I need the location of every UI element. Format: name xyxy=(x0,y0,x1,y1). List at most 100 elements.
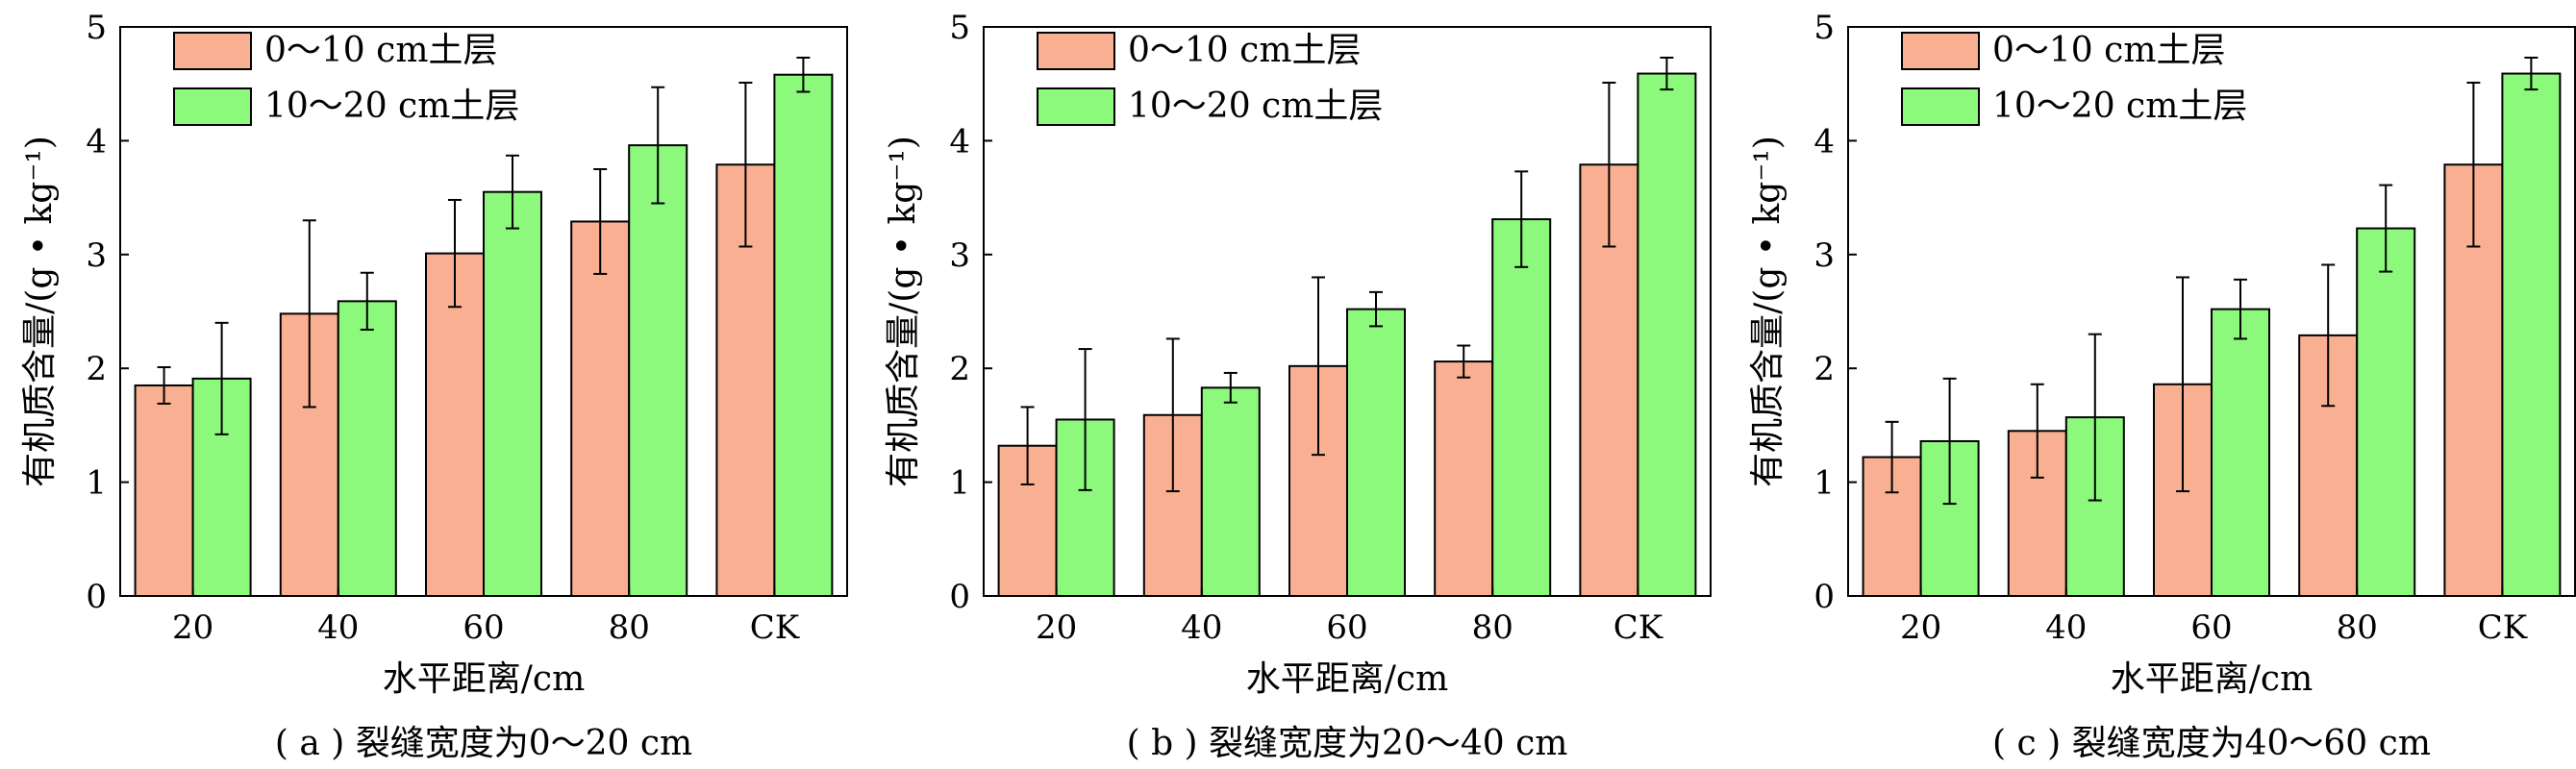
legend-swatch-series1 xyxy=(1037,32,1115,70)
bar-series2-CK xyxy=(2501,72,2562,597)
legend: 0～10 cm土层 10～20 cm土层 xyxy=(173,31,519,126)
y-axis-label: 有机质含量/(g • kg⁻¹) xyxy=(20,136,60,487)
legend-label-series2: 10～20 cm土层 xyxy=(1992,87,2247,126)
error-bar-series2-20 xyxy=(1942,377,1957,506)
x-tick-label: 40 xyxy=(1181,608,1222,647)
error-bar-series1-20 xyxy=(1020,406,1035,485)
legend-label-series2: 10～20 cm土层 xyxy=(1128,87,1383,126)
legend-label-series1: 0～10 cm土层 xyxy=(1992,31,2225,70)
bar-series1-20 xyxy=(134,384,194,597)
error-bar-series2-40 xyxy=(1223,371,1238,404)
error-bar-series1-60 xyxy=(1312,276,1325,457)
x-tick-label: CK xyxy=(2478,608,2528,647)
bar-series2-60 xyxy=(2211,308,2270,597)
bar-series2-80 xyxy=(2356,227,2416,597)
x-tick-label: 40 xyxy=(2045,608,2087,647)
bar-series2-80 xyxy=(1491,218,1552,597)
bar-series1-80 xyxy=(1434,360,1494,598)
legend-swatch-series1 xyxy=(1901,32,1980,70)
x-tick-label: 40 xyxy=(317,608,359,647)
y-tick-label: 3 xyxy=(949,236,970,275)
legend: 0～10 cm土层 10～20 cm土层 xyxy=(1901,31,2247,126)
y-tick-label: 2 xyxy=(86,350,107,388)
y-tick-label: 0 xyxy=(949,578,970,616)
error-bar-series1-20 xyxy=(1885,420,1899,494)
y-tick-label: 2 xyxy=(1813,350,1835,388)
error-bar-series2-CK xyxy=(2524,56,2538,91)
bar-series2-CK xyxy=(773,73,834,597)
bar-series2-80 xyxy=(628,144,688,598)
bar-series2-60 xyxy=(483,190,542,597)
chart-panel-a: 0 1 2 3 4 5 20 40 60 80 CK 水平距离/cm 有机质含量/(g • kg⁻¹) (… xyxy=(20,9,848,763)
error-bar-series2-60 xyxy=(506,154,519,230)
legend-swatch-series1 xyxy=(173,32,252,70)
error-bar-series2-80 xyxy=(2379,184,2393,273)
error-bar-series2-60 xyxy=(2234,278,2247,340)
bar-series2-CK xyxy=(1637,72,1697,597)
error-bar-series1-40 xyxy=(2030,383,2044,479)
error-bar-series2-CK xyxy=(1660,56,1674,91)
y-axis-label: 有机质含量/(g • kg⁻¹) xyxy=(884,136,923,487)
panel-caption: ( c ) 裂缝宽度为40～60 cm xyxy=(1992,724,2431,763)
error-bar-series1-40 xyxy=(302,219,316,409)
y-tick-label: 5 xyxy=(86,9,107,47)
error-bar-series1-60 xyxy=(2176,276,2189,493)
panel-caption: ( a ) 裂缝宽度为0～20 cm xyxy=(275,724,692,763)
error-bar-series1-80 xyxy=(593,168,608,275)
error-bar-series1-40 xyxy=(1165,337,1180,493)
legend-swatch-series2 xyxy=(173,87,252,126)
error-bar-series2-80 xyxy=(1514,170,1529,268)
legend: 0～10 cm土层 10～20 cm土层 xyxy=(1037,31,1383,126)
y-tick-label: 4 xyxy=(949,122,970,161)
legend-label-series1: 0～10 cm土层 xyxy=(264,31,497,70)
y-tick-label: 3 xyxy=(86,236,107,275)
y-tick-label: 2 xyxy=(949,350,970,388)
bar-series2-40 xyxy=(337,300,397,597)
chart-panel-b: 0 1 2 3 4 5 20 40 60 80 CK 水平距离/cm 有机质含量/(g • kg⁻¹) (… xyxy=(884,9,1712,763)
bar-series1-80 xyxy=(570,220,631,598)
error-bar-series2-60 xyxy=(1369,290,1383,328)
error-bar-series1-CK xyxy=(2466,82,2481,248)
y-tick-label: 1 xyxy=(949,464,970,503)
y-tick-label: 4 xyxy=(1813,122,1835,161)
x-axis-label: 水平距离/cm xyxy=(383,659,585,699)
error-bar-series2-80 xyxy=(651,86,665,205)
error-bar-series1-CK xyxy=(1602,82,1616,248)
error-bar-series1-CK xyxy=(738,82,753,248)
error-bar-series2-40 xyxy=(360,271,374,331)
x-tick-label: 20 xyxy=(1036,608,1077,647)
y-tick-label: 3 xyxy=(1813,236,1835,275)
y-tick-label: 4 xyxy=(86,122,107,161)
error-bar-series2-20 xyxy=(214,321,229,435)
y-tick-label: 1 xyxy=(1813,464,1835,503)
y-tick-label: 0 xyxy=(86,578,107,616)
x-tick-label: 80 xyxy=(609,608,650,647)
error-bar-series2-20 xyxy=(1078,348,1092,491)
x-tick-label: 20 xyxy=(1900,608,1941,647)
error-bar-series1-60 xyxy=(448,198,462,309)
y-tick-label: 0 xyxy=(1813,578,1835,616)
error-bar-series1-80 xyxy=(1457,344,1471,379)
error-bar-series2-40 xyxy=(2088,333,2102,502)
y-tick-label: 1 xyxy=(86,464,107,503)
bar-series2-40 xyxy=(1200,386,1261,597)
bar-series2-60 xyxy=(1346,308,1406,597)
x-axis-label: 水平距离/cm xyxy=(1246,659,1448,699)
x-axis-label: 水平距离/cm xyxy=(2111,659,2313,699)
chart-panel-c: 0 1 2 3 4 5 20 40 60 80 CK 水平距离/cm 有机质含量/(g • kg⁻¹) (… xyxy=(1748,9,2576,763)
x-tick-label: 60 xyxy=(1326,608,1367,647)
x-tick-label: 60 xyxy=(2190,608,2232,647)
error-bar-series2-CK xyxy=(796,56,811,93)
error-bar-series1-80 xyxy=(2321,263,2336,408)
x-tick-label: CK xyxy=(750,608,800,647)
x-tick-label: 20 xyxy=(172,608,213,647)
y-tick-label: 5 xyxy=(1813,9,1835,47)
x-tick-label: 60 xyxy=(463,608,504,647)
legend-swatch-series2 xyxy=(1901,87,1980,126)
x-tick-label: 80 xyxy=(1472,608,1513,647)
error-bar-series1-20 xyxy=(157,366,171,405)
legend-swatch-series2 xyxy=(1037,87,1115,126)
legend-label-series1: 0～10 cm土层 xyxy=(1128,31,1361,70)
y-axis-label: 有机质含量/(g • kg⁻¹) xyxy=(1748,136,1788,487)
